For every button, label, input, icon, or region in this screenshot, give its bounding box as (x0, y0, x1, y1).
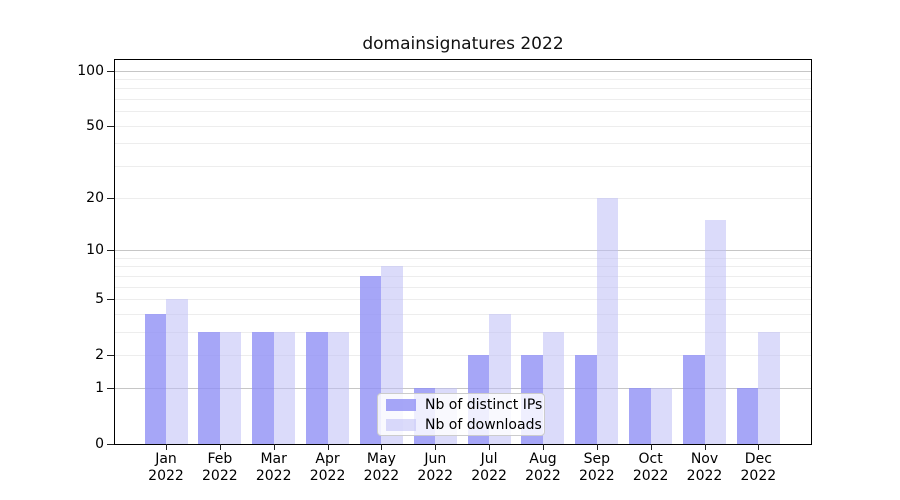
x-tick-mark (327, 444, 329, 450)
gridline-minor (115, 197, 811, 199)
x-tick-label-dec: Dec 2022 (740, 451, 777, 484)
x-tick-mark (489, 444, 491, 450)
gridline-minor (115, 275, 811, 277)
x-tick-label-sep: Sep 2022 (578, 451, 615, 484)
legend-swatch-distinct-ips (386, 398, 416, 411)
plot-area: Nb of distinct IPs Nb of downloads (114, 59, 812, 445)
bar-distinct-ips-11 (736, 387, 759, 444)
gridline-minor (115, 266, 811, 268)
gridline-minor (115, 143, 811, 145)
gridline-minor (115, 257, 811, 259)
bar-distinct-ips-10 (683, 355, 705, 444)
y-tick-mark (107, 197, 114, 199)
chart-title: domainsignatures 2022 (362, 34, 564, 54)
bar-distinct-ips-3 (306, 331, 328, 444)
bar-downloads-11 (758, 331, 780, 444)
y-tick-mark (107, 355, 114, 357)
x-tick-mark (381, 444, 383, 450)
gridline-minor (115, 331, 811, 333)
gridline-major (115, 249, 811, 251)
gridline-minor (115, 286, 811, 288)
bar-distinct-ips-4 (359, 275, 382, 444)
y-tick-label-5: 5 (95, 290, 104, 307)
x-tick-mark (166, 444, 167, 450)
gridline-minor (115, 125, 811, 127)
y-tick-label-0: 0 (95, 436, 104, 452)
bar-downloads-10 (704, 219, 726, 444)
bar-distinct-ips-9 (629, 387, 651, 444)
x-tick-label-may: May 2022 (363, 451, 400, 484)
x-tick-label-jun: Jun 2022 (417, 451, 454, 484)
bar-distinct-ips-0 (144, 313, 166, 444)
bar-distinct-ips-8 (575, 355, 597, 444)
y-tick-label-50: 50 (86, 117, 104, 134)
x-tick-mark (704, 444, 706, 450)
y-tick-label-20: 20 (86, 189, 104, 206)
legend-label-distinct-ips: Nb of distinct IPs (425, 396, 543, 413)
gridline-major (115, 387, 811, 389)
x-tick-label-oct: Oct 2022 (632, 451, 669, 484)
x-tick-mark (435, 444, 437, 450)
y-tick-label-2: 2 (95, 347, 104, 364)
bar-downloads-7 (542, 331, 565, 444)
gridline-minor (115, 99, 811, 101)
bar-downloads-2 (273, 331, 296, 444)
gridline-minor (115, 88, 811, 90)
x-tick-label-mar: Mar 2022 (255, 451, 292, 484)
y-tick-mark (107, 125, 114, 127)
y-tick-mark (107, 387, 114, 389)
y-tick-mark (107, 249, 114, 251)
bar-downloads-8 (596, 197, 619, 444)
x-tick-mark (650, 444, 652, 450)
x-tick-label-feb: Feb 2022 (202, 451, 238, 484)
x-tick-mark (542, 444, 544, 450)
x-tick-mark (219, 444, 221, 450)
y-tick-mark (107, 70, 114, 72)
y-tick-mark (107, 298, 114, 300)
legend-item-distinct-ips: Nb of distinct IPs (386, 397, 542, 413)
bar-downloads-1 (219, 331, 242, 444)
gridline-minor (115, 166, 811, 168)
gridline-minor (115, 355, 811, 357)
gridline-major (115, 70, 811, 72)
gridline-minor (115, 298, 811, 300)
legend-label-downloads: Nb of downloads (425, 416, 542, 433)
x-tick-mark (596, 444, 598, 450)
x-tick-label-jan: Jan 2022 (148, 451, 184, 484)
y-tick-label-10: 10 (86, 241, 104, 258)
gridline-minor (115, 78, 811, 80)
bar-distinct-ips-1 (198, 331, 220, 444)
x-tick-mark (273, 444, 275, 450)
bar-downloads-3 (327, 331, 350, 444)
y-tick-label-1: 1 (95, 379, 104, 396)
gridline-minor (115, 111, 811, 113)
legend-item-downloads: Nb of downloads (386, 417, 542, 433)
bar-downloads-9 (650, 387, 673, 444)
y-tick-label-100: 100 (77, 62, 104, 79)
x-tick-label-aug: Aug 2022 (525, 451, 561, 484)
legend-swatch-downloads (386, 418, 416, 431)
y-tick-mark (107, 444, 114, 445)
legend: Nb of distinct IPs Nb of downloads (377, 393, 545, 436)
x-tick-label-jul: Jul 2022 (471, 451, 507, 484)
gridline-minor (115, 313, 811, 315)
x-tick-mark (758, 444, 760, 450)
bar-distinct-ips-2 (252, 331, 274, 444)
bar-downloads-0 (166, 299, 188, 444)
x-tick-label-apr: Apr 2022 (309, 451, 346, 484)
x-tick-label-nov: Nov 2022 (686, 451, 723, 484)
